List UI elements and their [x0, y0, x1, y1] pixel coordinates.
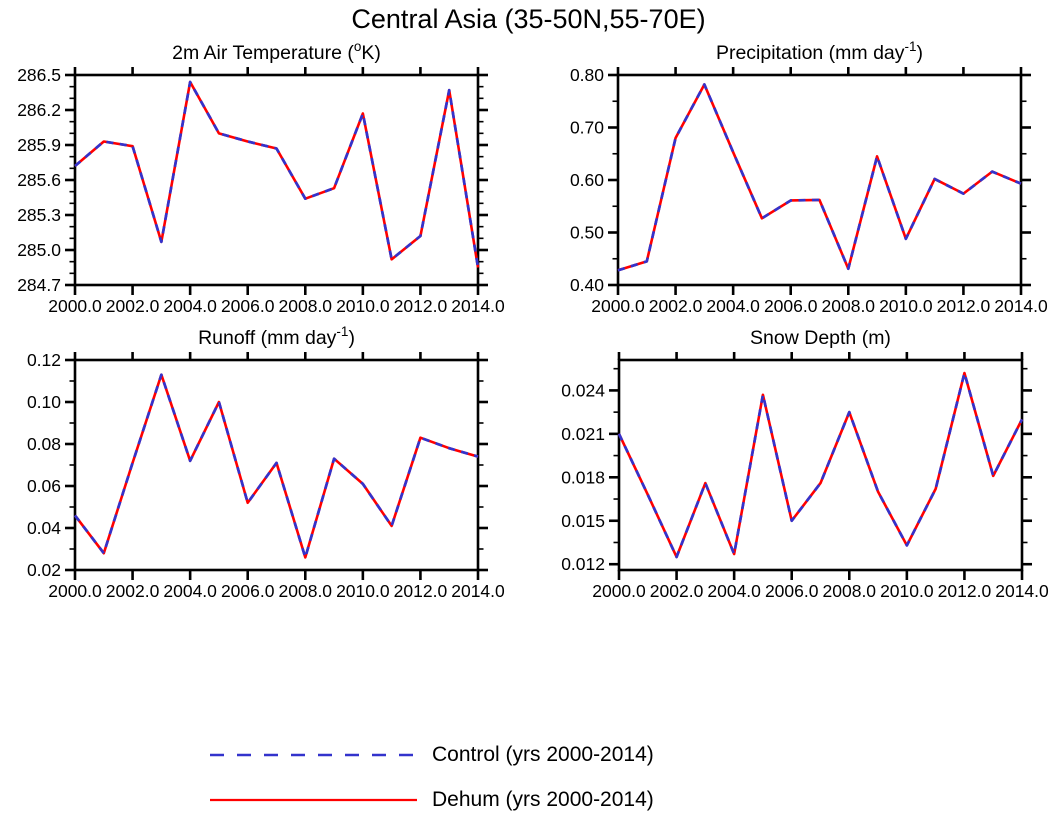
- runoff-ytick-label: 0.04: [27, 518, 61, 538]
- precipitation-title: Precipitation (mm day-1): [716, 39, 923, 64]
- temperature-chart: 2m Air Temperature (oK) 284.7 285.0 285.3 28…: [17, 39, 505, 316]
- snow-title: Snow Depth (m): [750, 327, 891, 349]
- precipitation-control-line: [617, 83, 1022, 272]
- temperature-plot-frame: [73, 73, 480, 287]
- temperature-xtick-label: 2008.0: [279, 296, 333, 316]
- runoff-xtick-label: 2010.0: [336, 581, 390, 601]
- temperature-xtick-label: 2010.0: [336, 296, 390, 316]
- temperature-title: 2m Air Temperature (oK): [172, 39, 381, 64]
- precipitation-xtick-label: 2006.0: [764, 296, 818, 316]
- precipitation-ytick-label: 0.70: [570, 118, 604, 138]
- legend-item-dehum: Dehum (yrs 2000-2014): [210, 785, 654, 815]
- runoff-xtick-label: 2012.0: [394, 581, 448, 601]
- runoff-xtick-label: 2008.0: [279, 581, 333, 601]
- snow-xtick-label: 2008.0: [823, 581, 877, 601]
- legend-item-control: Control (yrs 2000-2014): [210, 740, 654, 770]
- snow-xtick-label: 2014.0: [995, 581, 1049, 601]
- snow-ytick-label: 0.018: [561, 467, 605, 487]
- precipitation-dehum-line: [617, 83, 1022, 272]
- runoff-xtick-label: 2004.0: [163, 581, 217, 601]
- temperature-xtick-label: 2014.0: [451, 296, 505, 316]
- dehum-solid-line-sample: [210, 798, 417, 802]
- snow-xtick-label: 2012.0: [938, 581, 992, 601]
- precipitation-plot-frame: [616, 73, 1023, 287]
- precipitation-xtick-label: 2014.0: [994, 296, 1048, 316]
- snow-chart: Snow Depth (m) 0.012 0.015 0.018 0.021 0.024 2…: [561, 327, 1049, 601]
- temperature-ytick-label: 286.5: [17, 65, 61, 85]
- precipitation-xtick-label: 2002.0: [649, 296, 703, 316]
- snow-xtick-label: 2010.0: [880, 581, 934, 601]
- snow-dehum-line: [617, 371, 1024, 559]
- precipitation-xtick-label: 2008.0: [822, 296, 876, 316]
- precipitation-xtick-label: 2004.0: [706, 296, 760, 316]
- runoff-ytick-label: 0.06: [27, 476, 61, 496]
- precipitation-chart: Precipitation (mm day-1) 0.40 0.50 0.60 0.70…: [570, 39, 1048, 316]
- temperature-xtick-label: 2000.0: [48, 296, 102, 316]
- runoff-xtick-label: 2000.0: [48, 581, 102, 601]
- precipitation-ytick-label: 0.50: [570, 223, 604, 243]
- temperature-ytick-label: 285.0: [17, 240, 61, 260]
- snow-xtick-label: 2000.0: [592, 581, 646, 601]
- snow-ytick-label: 0.015: [561, 511, 605, 531]
- runoff-xtick-label: 2002.0: [106, 581, 160, 601]
- runoff-ytick-label: 0.02: [27, 560, 61, 580]
- runoff-chart: Runoff (mm day-1) 0.02 0.04 0.06 0.08 0.10 0.1…: [27, 324, 505, 601]
- legend: Control (yrs 2000-2014) Dehum (yrs 2000-…: [0, 728, 1057, 817]
- temperature-xtick-label: 2004.0: [163, 296, 217, 316]
- snow-xtick-label: 2004.0: [707, 581, 761, 601]
- snow-ytick-label: 0.024: [561, 380, 605, 400]
- snow-xtick-label: 2006.0: [765, 581, 819, 601]
- runoff-plot-frame: [73, 358, 480, 572]
- runoff-control-line: [73, 373, 479, 559]
- snow-xtick-label: 2002.0: [650, 581, 704, 601]
- runoff-dehum-line: [73, 373, 479, 559]
- snow-plot-frame: [617, 358, 1024, 572]
- temperature-ytick-label: 285.3: [17, 205, 61, 225]
- runoff-ytick-label: 0.08: [27, 434, 61, 454]
- precipitation-xtick-label: 2010.0: [879, 296, 933, 316]
- precipitation-ytick-label: 0.80: [570, 65, 604, 85]
- control-dashed-line-sample: [210, 753, 417, 757]
- runoff-ytick-label: 0.10: [27, 392, 61, 412]
- precipitation-ytick-label: 0.60: [570, 170, 604, 190]
- legend-label-control: Control (yrs 2000-2014): [432, 743, 654, 766]
- legend-label-dehum: Dehum (yrs 2000-2014): [432, 788, 654, 811]
- temperature-xtick-label: 2002.0: [106, 296, 160, 316]
- temperature-ytick-label: 285.9: [17, 135, 61, 155]
- precipitation-xtick-label: 2000.0: [591, 296, 645, 316]
- runoff-xtick-label: 2006.0: [221, 581, 275, 601]
- snow-control-line: [617, 371, 1024, 559]
- precipitation-ytick-label: 0.40: [570, 275, 604, 295]
- precipitation-xtick-label: 2012.0: [937, 296, 991, 316]
- snow-ytick-label: 0.021: [561, 424, 605, 444]
- runoff-ytick-label: 0.12: [27, 350, 61, 370]
- runoff-title: Runoff (mm day-1): [198, 324, 355, 349]
- temperature-ytick-label: 286.2: [17, 100, 61, 120]
- temperature-xtick-label: 2012.0: [394, 296, 448, 316]
- snow-ytick-label: 0.012: [561, 554, 605, 574]
- temperature-xtick-label: 2006.0: [221, 296, 275, 316]
- temperature-ytick-label: 285.6: [17, 170, 61, 190]
- temperature-control-line: [74, 80, 480, 268]
- runoff-xtick-label: 2014.0: [451, 581, 505, 601]
- temperature-ytick-label: 284.7: [17, 275, 61, 295]
- figure-title: Central Asia (35-50N,55-70E): [351, 4, 706, 34]
